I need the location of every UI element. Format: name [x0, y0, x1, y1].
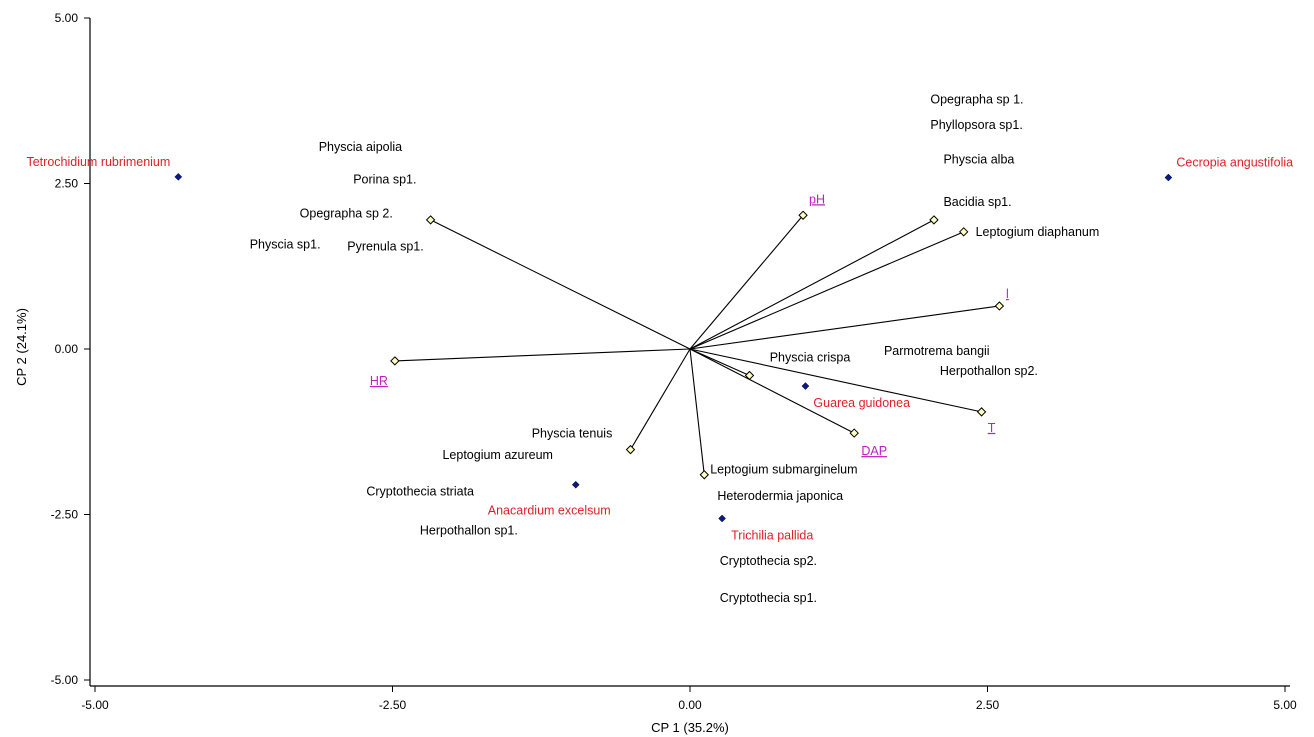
- species-vector-line: [689, 348, 705, 475]
- species-label: Herpothallon sp2.: [940, 364, 1038, 378]
- species-labels: Opegrapha sp 1. Phyllopsora sp1. Physcia a…: [250, 92, 1100, 604]
- x-ticks: -5.00 -2.50 0.00 2.50 5.00: [81, 686, 1297, 712]
- species-vector-line: [689, 231, 964, 350]
- env-vector-head: [994, 301, 1005, 311]
- vectors: [390, 210, 1005, 480]
- site-label: Guarea guidonea: [813, 396, 910, 410]
- y-tick-label: 5.00: [55, 11, 79, 25]
- species-label: Cryptothecia striata: [366, 484, 474, 498]
- env-vector-head: [390, 356, 400, 366]
- species-label: Pyrenula sp1.: [347, 239, 423, 253]
- species-label: Opegrapha sp 1.: [930, 92, 1023, 106]
- species-vector-line: [630, 348, 691, 450]
- species-vector-line: [689, 348, 750, 376]
- species-vector-head: [929, 215, 939, 225]
- species-vector-head: [699, 470, 709, 480]
- site-label: Tetrochidium rubrimenium: [26, 155, 170, 169]
- site-label: Anacardium excelsum: [488, 504, 611, 518]
- env-label: l: [1006, 287, 1009, 301]
- species-vector-head: [425, 215, 436, 225]
- site-point: [801, 382, 810, 390]
- species-label: Cryptothecia sp2.: [720, 554, 817, 568]
- env-label: HR: [370, 374, 388, 388]
- species-label: Heterodermia japonica: [717, 489, 843, 503]
- x-tick-label: 5.00: [1273, 698, 1297, 712]
- species-label: Physcia sp1.: [250, 237, 321, 251]
- species-label: Phyllopsora sp1.: [930, 118, 1022, 132]
- env-vector-line: [689, 305, 1000, 350]
- x-tick-label: 2.50: [976, 698, 1000, 712]
- site-point: [1164, 173, 1173, 182]
- env-vector-line: [689, 214, 804, 350]
- sites: Tetrochidium rubrimenium Cecropia angusti…: [26, 155, 1293, 543]
- species-label: Physcia alba: [943, 153, 1014, 167]
- y-axis-title: CP 2 (24.1%): [14, 308, 29, 386]
- species-label: Bacidia sp1.: [943, 195, 1011, 209]
- species-label: Parmotrema bangii: [884, 344, 990, 358]
- env-label: T: [988, 421, 996, 435]
- y-tick-label: -5.00: [51, 673, 79, 687]
- env-labels: pH HR l T DAP: [370, 192, 1009, 458]
- env-vector-line: [689, 348, 855, 434]
- species-label: Leptogium azureum: [442, 448, 552, 462]
- x-tick-label: -5.00: [81, 698, 109, 712]
- env-vector-head: [976, 407, 987, 417]
- species-label: Leptogium submarginelum: [710, 462, 857, 476]
- x-tick-label: -2.50: [379, 698, 407, 712]
- site-label: Cecropia angustifolia: [1176, 156, 1293, 170]
- species-vector-head: [625, 444, 636, 455]
- species-vector-line: [430, 219, 691, 350]
- env-vector-head: [798, 210, 808, 220]
- site-point: [174, 173, 183, 181]
- species-vector-head: [958, 227, 969, 237]
- species-label: Leptogium diaphanum: [976, 225, 1100, 239]
- y-tick-label: 0.00: [55, 342, 79, 356]
- site-point: [571, 480, 580, 489]
- species-label: Opegrapha sp 2.: [300, 206, 393, 220]
- env-vector-head: [849, 428, 859, 438]
- species-label: Physcia aipolia: [319, 140, 402, 154]
- species-label: Cryptothecia sp1.: [720, 591, 817, 605]
- y-tick-label: -2.50: [51, 508, 79, 522]
- env-vector-line: [394, 348, 691, 362]
- site-label: Trichilia pallida: [731, 528, 813, 542]
- species-label: Physcia crispa: [770, 351, 851, 365]
- env-vector-line: [689, 348, 982, 413]
- env-label: pH: [809, 192, 825, 206]
- x-tick-label: 0.00: [678, 698, 702, 712]
- y-ticks: 5.00 2.50 0.00 -2.50 -5.00: [51, 11, 90, 687]
- y-tick-label: 2.50: [55, 177, 79, 191]
- x-axis-title: CP 1 (35.2%): [651, 720, 729, 735]
- species-label: Physcia tenuis: [532, 427, 613, 441]
- env-label: DAP: [861, 444, 887, 458]
- species-label: Herpothallon sp1.: [420, 523, 518, 537]
- species-vector-line: [689, 219, 935, 350]
- species-label: Porina sp1.: [353, 173, 416, 187]
- site-point: [718, 514, 726, 523]
